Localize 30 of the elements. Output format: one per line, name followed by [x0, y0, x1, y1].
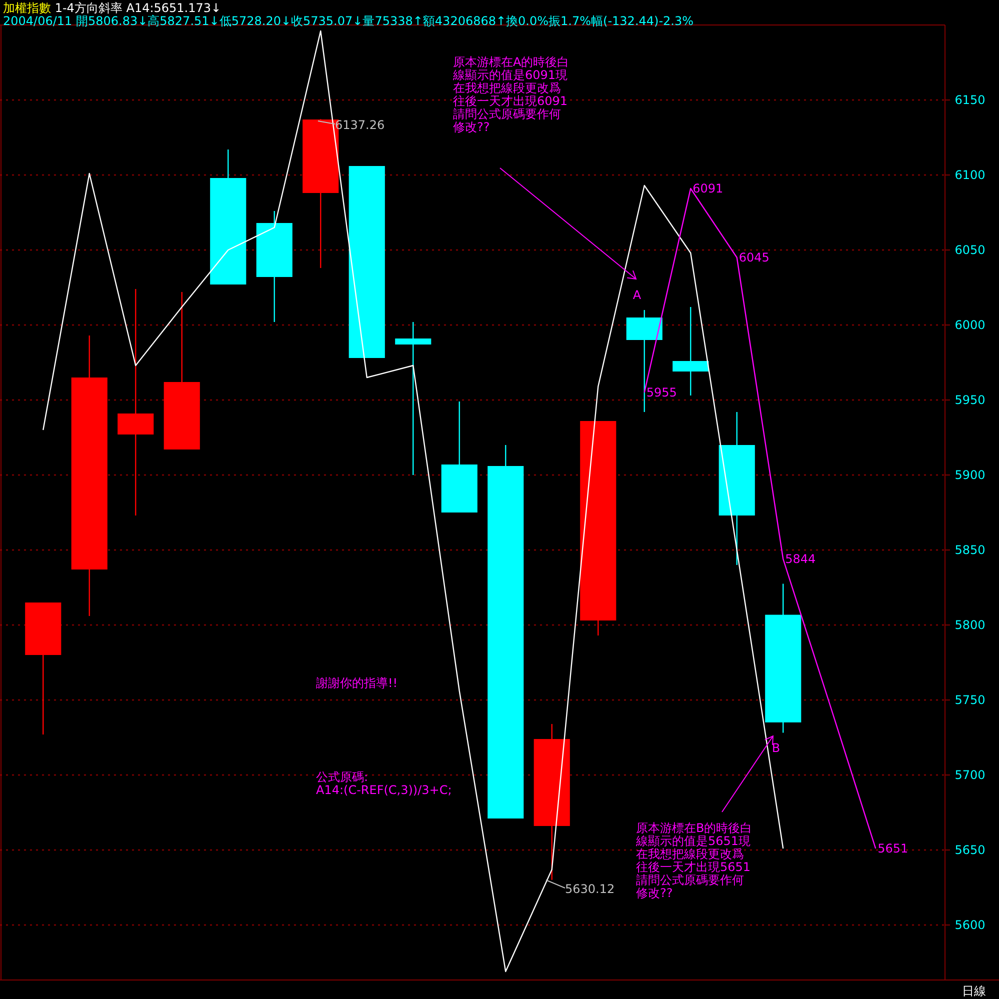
y-tick-label: 5850 [954, 543, 986, 557]
data-label: 6091 [692, 182, 724, 196]
annotation: 公式原碼: A14:(C-REF(C,3))/3+C; [316, 770, 452, 797]
y-tick-label: 5700 [954, 768, 986, 782]
chart-subtitle: 2004/06/11 開5806.83↓高5827.51↓低5728.20↓收5735.07↓量75338↑額43206868↑換0.0%振1.7%幅(-132.44)-2.3% [3, 14, 694, 28]
y-tick-label: 5800 [954, 618, 986, 632]
data-label: 5844 [785, 552, 816, 566]
y-tick-label: 6000 [954, 318, 986, 332]
y-tick-label: 5950 [954, 393, 986, 407]
data-label: 6045 [738, 250, 770, 264]
annotation: A [632, 288, 642, 302]
annotation: 原本游標在A的時後白線顯示的值是6091現在我想把線段更改爲往後一天才出現6091請問公式原碼要作何修改?? [452, 55, 570, 134]
candlestick [395, 321, 432, 476]
annotation: B [772, 741, 780, 755]
y-tick-label: 5600 [954, 918, 986, 932]
text: 日線 [962, 984, 986, 998]
chart-title: 加權指數 1-4方向斜率 A14:5651.173↓ [3, 1, 222, 15]
y-tick-label: 6150 [954, 93, 986, 107]
line-series [42, 30, 784, 972]
y-tick-label: 6050 [954, 243, 986, 257]
y-tick-label: 6100 [954, 168, 986, 182]
y-tick-label: 5650 [954, 843, 986, 857]
data-label: 5651 [878, 842, 908, 856]
annotation: 5630.12 [565, 882, 615, 896]
y-tick-label: 5900 [954, 468, 986, 482]
candlestick [118, 288, 154, 516]
annotation: 謝謝你的指導!! [316, 676, 398, 690]
data-label: 5955 [646, 386, 677, 400]
y-tick-label: 5750 [954, 693, 986, 707]
annotation: 原本游標在B的時後白線顯示的值是5651現在我想把線段更改爲往後一天才出現5651請問公式原碼要作何修改?? [635, 821, 752, 900]
